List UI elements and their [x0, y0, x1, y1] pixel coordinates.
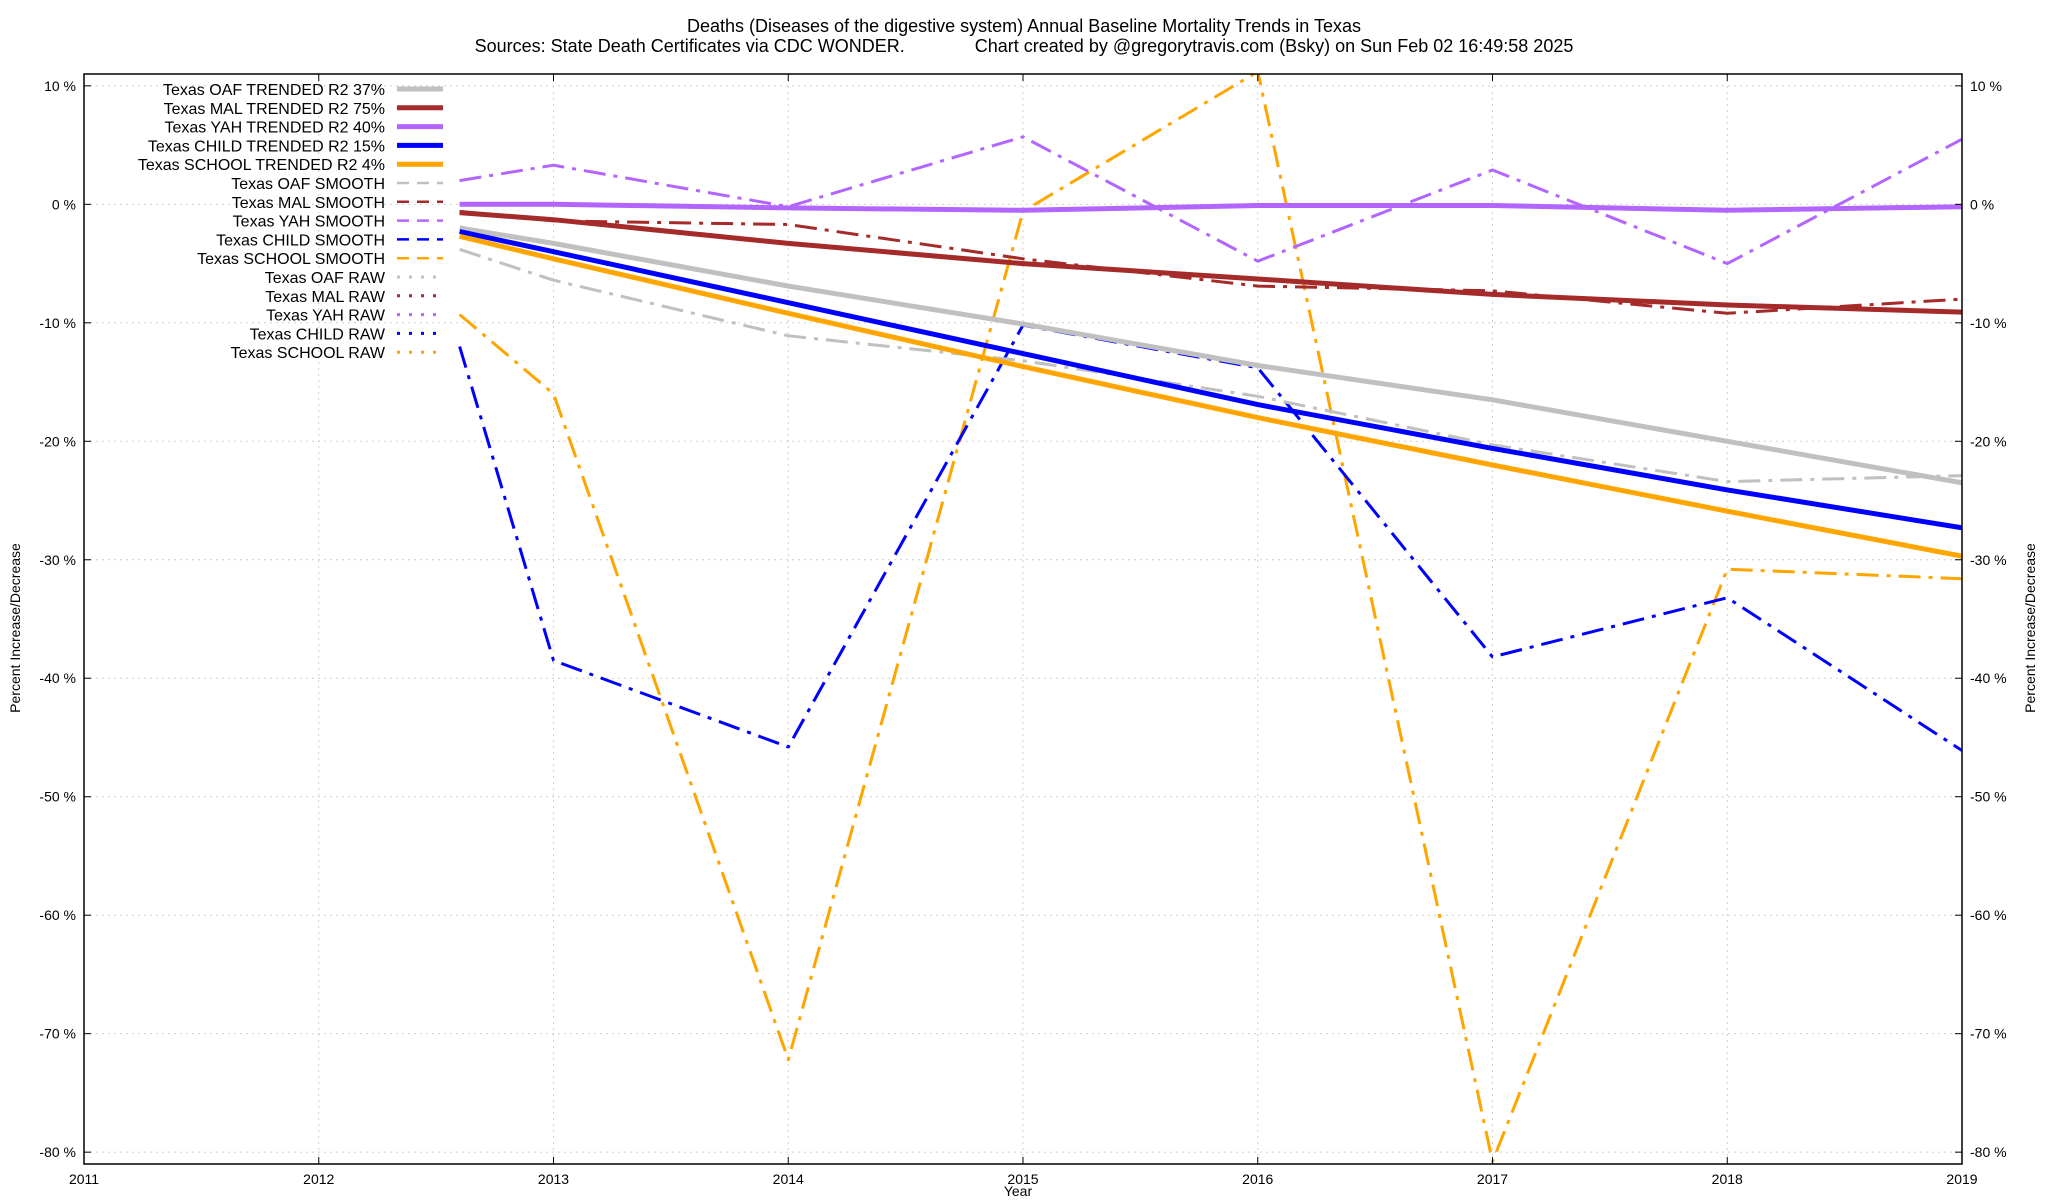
y2-tick-label: -80 % — [1970, 1144, 2007, 1160]
legend-label: Texas OAF SMOOTH — [231, 176, 385, 193]
series-line-5 — [459, 247, 1962, 484]
y-tick-label: -40 % — [39, 670, 76, 686]
series-line-6 — [459, 209, 1962, 315]
series-line-3 — [459, 229, 1962, 531]
x-tick-label: 2014 — [773, 1171, 804, 1187]
x-tick-label: 2016 — [1242, 1171, 1273, 1187]
y2-tick-label: 10 % — [1970, 78, 2002, 94]
x-tick-label: 2019 — [1946, 1171, 1977, 1187]
plot-series — [458, 74, 1962, 1164]
y-tick-label: -30 % — [39, 552, 76, 568]
y2-tick-label: -10 % — [1970, 315, 2007, 331]
y2-tick-label: -60 % — [1970, 907, 2007, 923]
series-line-0 — [459, 225, 1962, 486]
series-group — [458, 74, 1962, 1164]
legend-label: Texas CHILD RAW — [250, 326, 386, 343]
y2-tick-label: -30 % — [1970, 552, 2007, 568]
y-tick-label: -20 % — [39, 433, 76, 449]
y2-tick-label: -70 % — [1970, 1026, 2007, 1042]
y-tick-label: -80 % — [39, 1144, 76, 1160]
chart-subtitle: Sources: State Death Certificates via CD… — [475, 36, 1574, 56]
y2-axis-label: Percent Increase/Decrease — [2022, 543, 2038, 713]
y-tick-label: -60 % — [39, 907, 76, 923]
x-tick-label: 2017 — [1477, 1171, 1508, 1187]
y-tick-label: 10 % — [44, 78, 76, 94]
legend-label: Texas OAF RAW — [265, 270, 386, 287]
legend-label: Texas YAH RAW — [266, 308, 386, 325]
legend: Texas OAF TRENDED R2 37% Texas MAL TRENDE… — [138, 82, 443, 362]
y2-tick-label: -50 % — [1970, 789, 2007, 805]
y-axis-label: Percent Increase/Decrease — [7, 543, 23, 713]
legend-label: Texas SCHOOL RAW — [231, 345, 386, 362]
x-tick-label: 2018 — [1712, 1171, 1743, 1187]
y-tick-label: 0 % — [52, 196, 76, 212]
y2-tick-label: -40 % — [1970, 670, 2007, 686]
y2-tick-label: -20 % — [1970, 433, 2007, 449]
x-tick-label: 2013 — [538, 1171, 569, 1187]
legend-label: Texas YAH TRENDED R2 40% — [164, 120, 385, 137]
grid — [84, 74, 1962, 1164]
series-line-4 — [459, 233, 1962, 559]
chart-title: Deaths (Diseases of the digestive system… — [687, 16, 1361, 36]
y2-tick-label: 0 % — [1970, 196, 1994, 212]
y-tick-label: -70 % — [39, 1026, 76, 1042]
y-tick-label: -10 % — [39, 315, 76, 331]
series-line-1 — [459, 210, 1962, 315]
x-tick-label: 2012 — [303, 1171, 334, 1187]
legend-label: Texas SCHOOL TRENDED R2 4% — [138, 157, 385, 174]
x-tick-label: 2011 — [69, 1171, 99, 1187]
series-line-2 — [459, 201, 1962, 213]
legend-label: Texas OAF TRENDED R2 37% — [163, 82, 385, 99]
legend-label: Texas YAH SMOOTH — [233, 214, 385, 231]
legend-label: Texas MAL TRENDED R2 75% — [164, 101, 385, 118]
x-tick-label: 2015 — [1007, 1171, 1038, 1187]
axis-ticks: 2011 2012 2013 2014 2015 2016 2017 2018 2019 10 %… — [39, 74, 2007, 1187]
legend-label: Texas SCHOOL SMOOTH — [197, 251, 385, 268]
legend-label: Texas MAL RAW — [265, 289, 386, 306]
x-axis-label: Year — [1004, 1183, 1033, 1199]
series-line-7 — [459, 135, 1962, 266]
legend-label: Texas MAL SMOOTH — [232, 195, 385, 212]
y-tick-label: -50 % — [39, 789, 76, 805]
legend-label: Texas CHILD TRENDED R2 15% — [148, 138, 385, 155]
series-line-9 — [458, 74, 1962, 1164]
legend-label: Texas CHILD SMOOTH — [216, 232, 385, 249]
